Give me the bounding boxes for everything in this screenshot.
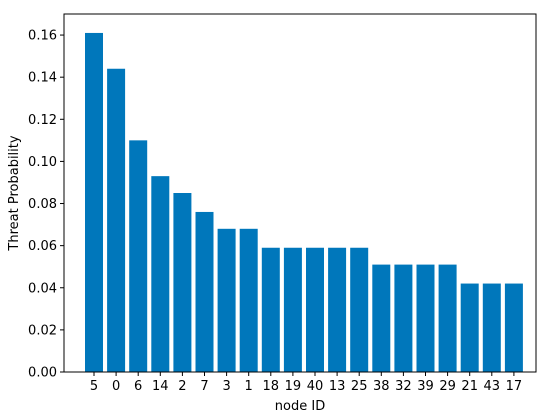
x-tick-label: 32	[395, 379, 412, 394]
bar-2	[173, 193, 192, 372]
x-tick-label: 38	[373, 379, 390, 394]
y-tick-label: 0.00	[28, 366, 57, 381]
y-axis-label: Threat Probability	[7, 135, 22, 251]
x-axis-label: node ID	[275, 399, 325, 414]
x-tick-label: 40	[307, 379, 324, 394]
x-tick-label: 5	[90, 379, 98, 394]
bar-40	[306, 247, 324, 372]
y-tick-label: 0.08	[28, 197, 57, 212]
x-axis-ticks: 5 0 6 14 2 7 3 1 18 19 40 13 25 38 32 39 29 21 43 17	[90, 372, 522, 394]
y-tick-label: 0.02	[28, 323, 57, 338]
y-tick-label: 0.16	[28, 29, 57, 44]
bar-5	[85, 32, 103, 372]
bar-7	[195, 211, 214, 372]
bar-14	[151, 176, 170, 372]
x-tick-label: 19	[285, 379, 302, 394]
bar-6	[129, 140, 148, 372]
y-tick-label: 0.14	[28, 71, 57, 86]
x-tick-label: 21	[461, 379, 478, 394]
x-tick-label: 17	[506, 379, 523, 394]
bar-3	[217, 228, 236, 372]
y-tick-label: 0.04	[28, 281, 57, 296]
x-tick-label: 7	[200, 379, 208, 394]
bar-1	[239, 228, 258, 372]
y-tick-label: 0.10	[28, 155, 57, 170]
bar-25	[350, 247, 369, 372]
bar-18	[261, 247, 280, 372]
x-tick-label: 0	[112, 379, 120, 394]
x-tick-label: 3	[222, 379, 230, 394]
x-tick-label: 43	[484, 379, 501, 394]
bar-39	[416, 264, 435, 372]
y-tick-label: 0.12	[28, 113, 57, 128]
y-axis-ticks: 0.00 0.02 0.04 0.06 0.08 0.10 0.12 0.14 0.16	[28, 29, 64, 381]
x-tick-label: 25	[351, 379, 368, 394]
bar-38	[372, 264, 391, 372]
bar-29	[438, 264, 457, 372]
y-tick-label: 0.06	[28, 239, 57, 254]
x-tick-label: 14	[152, 379, 169, 394]
x-tick-label: 39	[417, 379, 434, 394]
x-tick-label: 29	[439, 379, 456, 394]
x-tick-label: 6	[134, 379, 142, 394]
x-tick-label: 18	[263, 379, 280, 394]
bar-43	[482, 283, 501, 372]
bar-19	[283, 247, 302, 372]
plot-frame	[63, 13, 537, 373]
bar-17	[504, 283, 523, 372]
bar-21	[460, 283, 479, 372]
bar-32	[394, 264, 413, 372]
x-tick-label: 1	[245, 379, 253, 394]
bars-group	[85, 32, 523, 372]
bar-13	[328, 247, 347, 372]
bar-0	[107, 68, 126, 372]
x-tick-label: 2	[178, 379, 186, 394]
x-tick-label: 13	[329, 379, 346, 394]
